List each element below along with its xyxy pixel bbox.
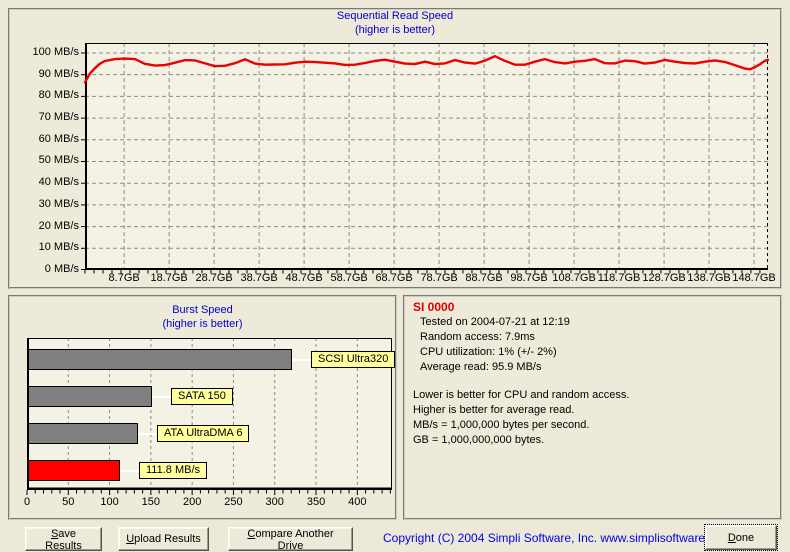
seq-x-tick-label: 128.7GB xyxy=(642,272,686,284)
tested-on-text: Tested on 2004-07-21 at 12:19 xyxy=(420,316,570,328)
drive-name: SI 0000 xyxy=(413,300,455,314)
seq-x-tick-label: 138.7GB xyxy=(687,272,731,284)
seq-x-tick-label: 88.7GB xyxy=(465,272,503,284)
compare-another-drive-button[interactable]: Compare Another Drive xyxy=(228,527,353,552)
burst-x-tick-label: 400 xyxy=(348,496,367,508)
burst-x-tick-label: 0 xyxy=(23,496,31,508)
burst-bar-label: ATA UltraDMA 6 xyxy=(157,425,250,442)
seq-chart-title: Sequential Read Speed xyxy=(336,10,454,22)
seq-y-tick-label: 30 MB/s xyxy=(38,197,79,210)
done-button-accesskey: D xyxy=(727,531,736,544)
copyright-text: Copyright (C) 2004 Simpli Software, Inc.… xyxy=(383,531,732,545)
seq-y-tick-label: 10 MB/s xyxy=(38,241,79,254)
seq-chart-subtitle: (higher is better) xyxy=(354,24,436,36)
save-button-label: ave Results xyxy=(45,528,82,552)
burst-x-tick-label: 300 xyxy=(265,496,284,508)
burst-x-tick-label: 350 xyxy=(306,496,326,508)
seq-y-tick-label: 50 MB/s xyxy=(38,154,79,167)
burst-x-tick-label: 100 xyxy=(100,496,119,508)
bar-label-connector xyxy=(152,395,171,398)
burst-bar xyxy=(28,423,138,444)
done-button-label: one xyxy=(735,531,755,544)
upload-button-label: pload Results xyxy=(134,533,201,545)
burst-bar xyxy=(28,386,152,407)
burst-x-tick-label: 150 xyxy=(141,496,161,508)
burst-x-tick-label: 50 xyxy=(62,496,75,508)
burst-x-tick-label: 250 xyxy=(224,496,243,508)
cpu-utilization-text: CPU utilization: 1% (+/- 2%) xyxy=(420,346,557,358)
burst-bar-label: SATA 150 xyxy=(171,388,233,405)
bar-label-connector xyxy=(138,432,157,435)
seq-x-tick-label: 98.7GB xyxy=(510,272,548,284)
note-higher-better: Higher is better for average read. xyxy=(413,404,575,416)
seq-x-tick-label: 18.7GB xyxy=(150,272,188,284)
compare-button-accesskey: C xyxy=(247,528,256,540)
seq-y-tick-label: 70 MB/s xyxy=(38,111,79,124)
done-button[interactable]: Done xyxy=(705,525,777,550)
upload-button-accesskey: U xyxy=(126,533,135,545)
drive-info-panel: SI 0000 Tested on 2004-07-21 at 12:19 Ra… xyxy=(403,295,782,520)
burst-chart-subtitle: (higher is better) xyxy=(162,318,243,330)
seq-y-tick-label: 80 MB/s xyxy=(38,89,79,102)
burst-bar xyxy=(28,460,120,481)
bar-label-connector xyxy=(292,358,311,361)
seq-y-tick-label: 0 MB/s xyxy=(44,263,79,275)
random-access-text: Random access: 7.9ms xyxy=(420,331,535,343)
compare-button-label: ompare Another Drive xyxy=(255,528,334,552)
seq-x-tick-label: 78.7GB xyxy=(420,272,458,284)
burst-bar-row: SATA 150 xyxy=(28,386,233,407)
bar-label-connector xyxy=(120,469,139,472)
note-lower-better: Lower is better for CPU and random acces… xyxy=(413,389,630,401)
seq-x-tick-label: 48.7GB xyxy=(285,272,323,284)
seq-x-tick-label: 28.7GB xyxy=(195,272,233,284)
seq-x-tick-label: 118.7GB xyxy=(597,272,641,284)
upload-results-button[interactable]: Upload Results xyxy=(118,527,209,551)
average-read-text: Average read: 95.9 MB/s xyxy=(420,361,542,373)
burst-bar-row: SCSI Ultra320 xyxy=(28,349,396,370)
sequential-read-plot xyxy=(81,43,770,274)
burst-bar-row: 111.8 MB/s xyxy=(28,460,208,481)
seq-y-tick-label: 60 MB/s xyxy=(38,132,79,145)
seq-y-tick-label: 20 MB/s xyxy=(38,219,79,232)
seq-x-tick-label: 8.7GB xyxy=(108,272,140,284)
seq-x-tick-label: 58.7GB xyxy=(330,272,368,284)
note-gb-definition: GB = 1,000,000,000 bytes. xyxy=(413,434,545,446)
seq-x-tick-label: 148.7GB xyxy=(732,272,776,284)
burst-x-tick-label: 200 xyxy=(182,496,202,508)
done-button-focus-ring: Done xyxy=(704,524,778,551)
seq-x-tick-label: 108.7GB xyxy=(552,272,596,284)
seq-y-tick-label: 100 MB/s xyxy=(32,45,79,58)
seq-x-tick-label: 68.7GB xyxy=(375,272,413,284)
seq-y-tick-label: 90 MB/s xyxy=(38,67,79,80)
save-button-accesskey: S xyxy=(50,528,59,540)
burst-bar-label: 111.8 MB/s xyxy=(139,462,208,479)
seq-y-tick-label: 40 MB/s xyxy=(38,176,79,189)
save-results-button[interactable]: Save Results xyxy=(25,527,102,552)
seq-x-tick-label: 38.7GB xyxy=(240,272,278,284)
sequential-read-line xyxy=(83,54,770,84)
burst-bar-row: ATA UltraDMA 6 xyxy=(28,423,250,444)
burst-chart-title: Burst Speed xyxy=(172,304,233,316)
burst-bar xyxy=(28,349,292,370)
burst-bar-label: SCSI Ultra320 xyxy=(311,351,396,368)
note-mbs-definition: MB/s = 1,000,000 bytes per second. xyxy=(413,419,590,431)
